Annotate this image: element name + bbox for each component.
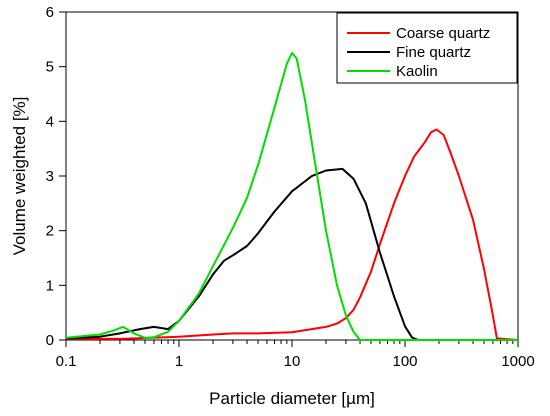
y-tick-label: 5 — [46, 59, 54, 76]
y-tick-label: 1 — [46, 277, 54, 294]
x-tick-label: 1 — [175, 353, 183, 370]
y-tick-label: 3 — [46, 168, 54, 185]
x-tick-label: 10 — [284, 353, 301, 370]
legend-label-coarse-quartz: Coarse quartz — [396, 25, 490, 42]
x-tick-label: 0.1 — [56, 353, 77, 370]
y-tick-label: 4 — [46, 113, 54, 130]
x-axis-ticks: 0.1 1 10 100 1000 — [56, 340, 535, 370]
x-tick-label: 100 — [392, 353, 417, 370]
plot-series — [65, 52, 519, 341]
series-line-fine-quartz — [65, 167, 518, 341]
y-tick-label: 6 — [46, 4, 54, 21]
x-axis-label: Particle diameter [µm] — [209, 389, 375, 408]
series-line-coarse-quartz — [66, 128, 519, 341]
y-axis-ticks: 0 1 2 3 4 5 6 — [46, 4, 66, 349]
y-axis-label: Volume weighted [%] — [10, 97, 29, 256]
y-tick-label: 2 — [46, 223, 54, 240]
legend-label-kaolin: Kaolin — [396, 63, 438, 80]
y-tick-label: 0 — [46, 332, 54, 349]
x-tick-label: 1000 — [501, 353, 534, 370]
legend-label-fine-quartz: Fine quartz — [396, 44, 471, 61]
series-line-kaolin — [65, 52, 518, 341]
legend: Coarse quartz Fine quartz Kaolin — [336, 12, 518, 84]
